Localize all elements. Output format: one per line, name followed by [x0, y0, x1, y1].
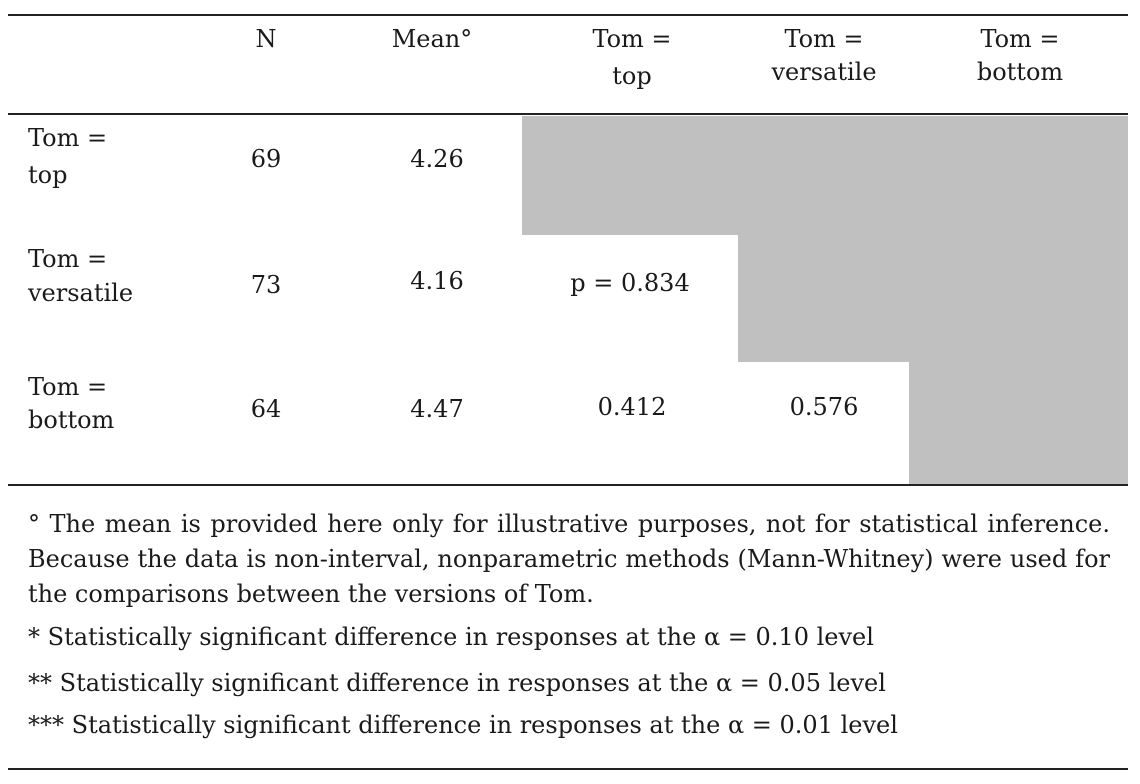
shaded-cell-top-top — [522, 116, 738, 235]
row-versatile-n: 73 — [250, 271, 282, 299]
header-tom-versatile-line1: Tom = — [784, 25, 864, 53]
header-n: N — [255, 25, 277, 53]
row-versatile-label-line2: versatile — [28, 279, 134, 307]
header-tom-bottom-line1: Tom = — [980, 25, 1060, 53]
table-bottom-rule — [8, 484, 1128, 486]
header-mean: Mean° — [391, 25, 473, 53]
row-versatile-mean: 4.16 — [410, 267, 464, 295]
table-header-rule — [8, 113, 1128, 115]
row-bottom-vs-top: 0.412 — [597, 393, 667, 421]
row-bottom-label-line1: Tom = — [28, 373, 108, 401]
note-mean-illustrative: ° The mean is provided here only for ill… — [28, 510, 1110, 608]
header-tom-bottom-line2: bottom — [976, 58, 1064, 86]
header-tom-top-line2: top — [612, 62, 652, 90]
row-bottom-label-line2: bottom — [28, 406, 115, 434]
row-bottom-vs-versatile: 0.576 — [789, 393, 859, 421]
row-top-n: 69 — [250, 145, 282, 173]
row-top-mean: 4.26 — [410, 145, 464, 173]
note-two-star: ** Statistically significant difference … — [28, 669, 886, 697]
shaded-cell-top-bottom — [909, 116, 1128, 484]
shaded-cell-top-versatile — [738, 116, 909, 362]
row-versatile-label-line1: Tom = — [28, 245, 108, 273]
row-top-label-line1: Tom = — [28, 124, 108, 152]
note-three-star: *** Statistically significant difference… — [28, 711, 898, 739]
row-bottom-n: 64 — [250, 395, 282, 423]
table-top-rule — [8, 14, 1128, 16]
row-bottom-mean: 4.47 — [410, 395, 464, 423]
header-tom-top-line1: Tom = — [592, 25, 672, 53]
row-versatile-vs-top: p = 0.834 — [570, 269, 690, 297]
note-one-star: * Statistically significant difference i… — [28, 623, 874, 651]
row-top-label-line2: top — [28, 161, 68, 189]
header-tom-versatile-line2: versatile — [771, 58, 877, 86]
notes-bottom-rule — [8, 768, 1128, 770]
